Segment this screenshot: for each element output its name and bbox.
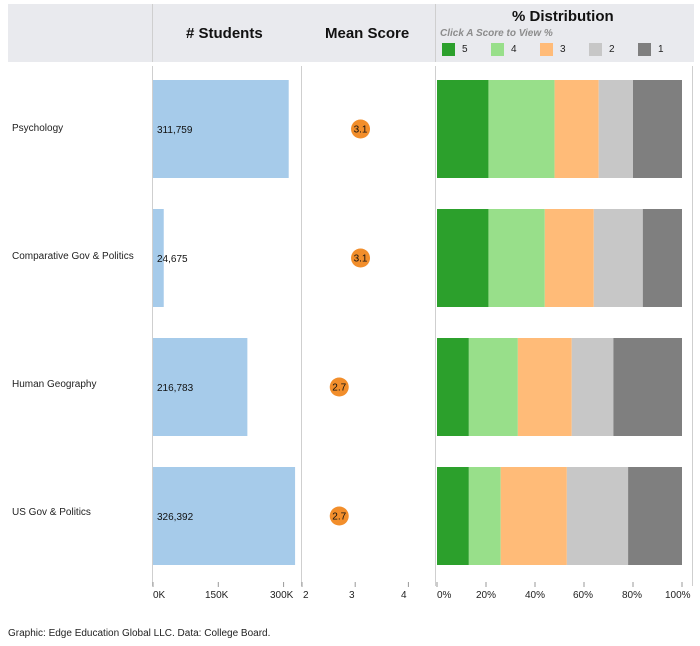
legend-swatch-2 xyxy=(589,43,602,56)
distribution-segment-psychology-score-4 xyxy=(488,80,555,178)
score-legend: 5 4 3 2 1 xyxy=(442,43,692,57)
category-label-human-geography: Human Geography xyxy=(12,379,97,390)
legend-label-1: 1 xyxy=(658,44,664,55)
distribution-segment-human-geography-score-5 xyxy=(437,338,469,436)
dist-tick-0: 0% xyxy=(437,590,452,601)
distribution-segment-human-geography-score-3 xyxy=(517,338,572,436)
legend-swatch-3 xyxy=(540,43,553,56)
distribution-segment-comparative-gov-politics-score-2 xyxy=(593,209,643,307)
distribution-segment-human-geography-score-1 xyxy=(613,338,682,436)
legend-label-5: 5 xyxy=(462,44,468,55)
distribution-segment-us-gov-politics-score-5 xyxy=(437,467,469,565)
students-tick-300k: 300K xyxy=(270,590,294,601)
mean-score-dot-us-gov-politics xyxy=(329,506,349,526)
students-value-label-human-geography: 216,783 xyxy=(157,383,194,394)
distribution-axis-line xyxy=(435,66,436,586)
distribution-segment-human-geography-score-2 xyxy=(571,338,614,436)
mean-score-dot-human-geography xyxy=(329,377,349,397)
students-header: # Students xyxy=(186,25,263,42)
students-bar-human-geography xyxy=(153,338,248,436)
distribution-segment-us-gov-politics-score-2 xyxy=(566,467,629,565)
legend-swatch-1 xyxy=(638,43,651,56)
distribution-segment-us-gov-politics-score-1 xyxy=(628,467,682,565)
dist-tick-100: 100% xyxy=(665,590,691,601)
distribution-segment-us-gov-politics-score-3 xyxy=(500,467,567,565)
distribution-segment-us-gov-politics-score-4 xyxy=(468,467,501,565)
category-label-us-gov: US Gov & Politics xyxy=(12,507,91,518)
distribution-segment-psychology-score-2 xyxy=(598,80,633,178)
students-tick-0: 0K xyxy=(153,590,166,601)
header-divider-1 xyxy=(152,4,153,62)
mean-tick-3: 3 xyxy=(349,590,355,601)
mean-score-dot-comparative-gov-politics xyxy=(351,248,371,268)
students-bar-comparative-gov-politics xyxy=(153,209,164,307)
footer-credit: Graphic: Edge Education Global LLC. Data… xyxy=(8,628,271,639)
students-value-label-psychology: 311,759 xyxy=(157,125,193,136)
students-bar-psychology xyxy=(153,80,289,178)
students-value-label-comparative-gov-politics: 24,675 xyxy=(157,254,188,265)
students-right-border xyxy=(301,66,302,586)
dist-tick-80: 80% xyxy=(622,590,643,601)
distribution-right-border xyxy=(692,66,693,586)
dist-tick-20: 20% xyxy=(476,590,497,601)
distribution-segment-psychology-score-5 xyxy=(437,80,489,178)
distribution-hint: Click A Score to View % xyxy=(440,28,553,39)
category-label-psychology: Psychology xyxy=(12,123,64,134)
distribution-segment-comparative-gov-politics-score-1 xyxy=(642,209,682,307)
mean-score-dot-psychology xyxy=(351,119,371,139)
legend-label-3: 3 xyxy=(560,44,566,55)
legend-label-2: 2 xyxy=(609,44,615,55)
legend-swatch-5 xyxy=(442,43,455,56)
mean-score-label-comparative-gov-politics: 3.1 xyxy=(354,254,368,265)
mean-score-label-psychology: 3.1 xyxy=(354,125,368,136)
distribution-segment-comparative-gov-politics-score-4 xyxy=(488,209,545,307)
category-label-comparative-gov: Comparative Gov & Politics xyxy=(12,251,134,262)
header-divider-2 xyxy=(435,4,436,62)
students-value-label-us-gov-politics: 326,392 xyxy=(157,512,194,523)
students-tick-150k: 150K xyxy=(205,590,229,601)
mean-score-header: Mean Score xyxy=(325,25,410,42)
header-band xyxy=(8,4,694,62)
legend-label-4: 4 xyxy=(511,44,517,55)
dist-tick-60: 60% xyxy=(573,590,594,601)
mean-score-label-human-geography: 2.7 xyxy=(332,383,346,394)
students-axis-line xyxy=(152,66,153,586)
distribution-segment-comparative-gov-politics-score-5 xyxy=(437,209,489,307)
students-bar-us-gov-politics xyxy=(153,467,296,565)
mean-tick-2: 2 xyxy=(303,590,309,601)
distribution-segment-human-geography-score-4 xyxy=(468,338,518,436)
legend-swatch-4 xyxy=(491,43,504,56)
distribution-header: % Distribution xyxy=(512,8,614,25)
distribution-segment-psychology-score-3 xyxy=(554,80,599,178)
mean-score-label-us-gov-politics: 2.7 xyxy=(332,512,346,523)
dist-tick-40: 40% xyxy=(525,590,546,601)
distribution-segment-comparative-gov-politics-score-3 xyxy=(544,209,594,307)
distribution-segment-psychology-score-1 xyxy=(633,80,682,178)
mean-tick-4: 4 xyxy=(401,590,407,601)
